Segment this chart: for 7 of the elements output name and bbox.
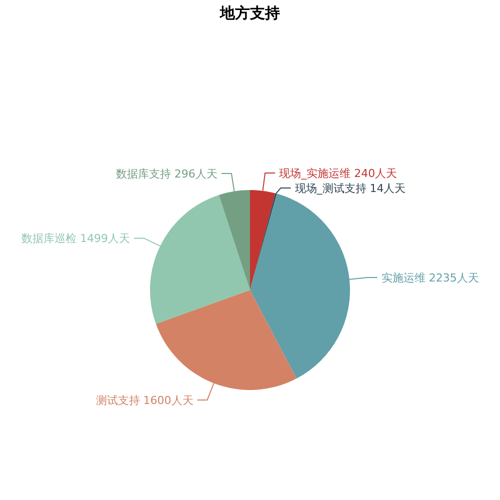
slice-label: 实施运维 2235人天 xyxy=(381,271,479,284)
slice-label: 数据库支持 296人天 xyxy=(116,167,218,180)
slice-label: 现场_实施运维 240人天 xyxy=(279,166,398,180)
slice-label: 数据库巡检 1499人天 xyxy=(21,232,130,246)
slice-label: 现场_测试支持 14人天 xyxy=(294,182,406,195)
slice-label: 测试支持 1600人天 xyxy=(96,394,194,407)
chart-title: 地方支持 xyxy=(219,4,280,22)
